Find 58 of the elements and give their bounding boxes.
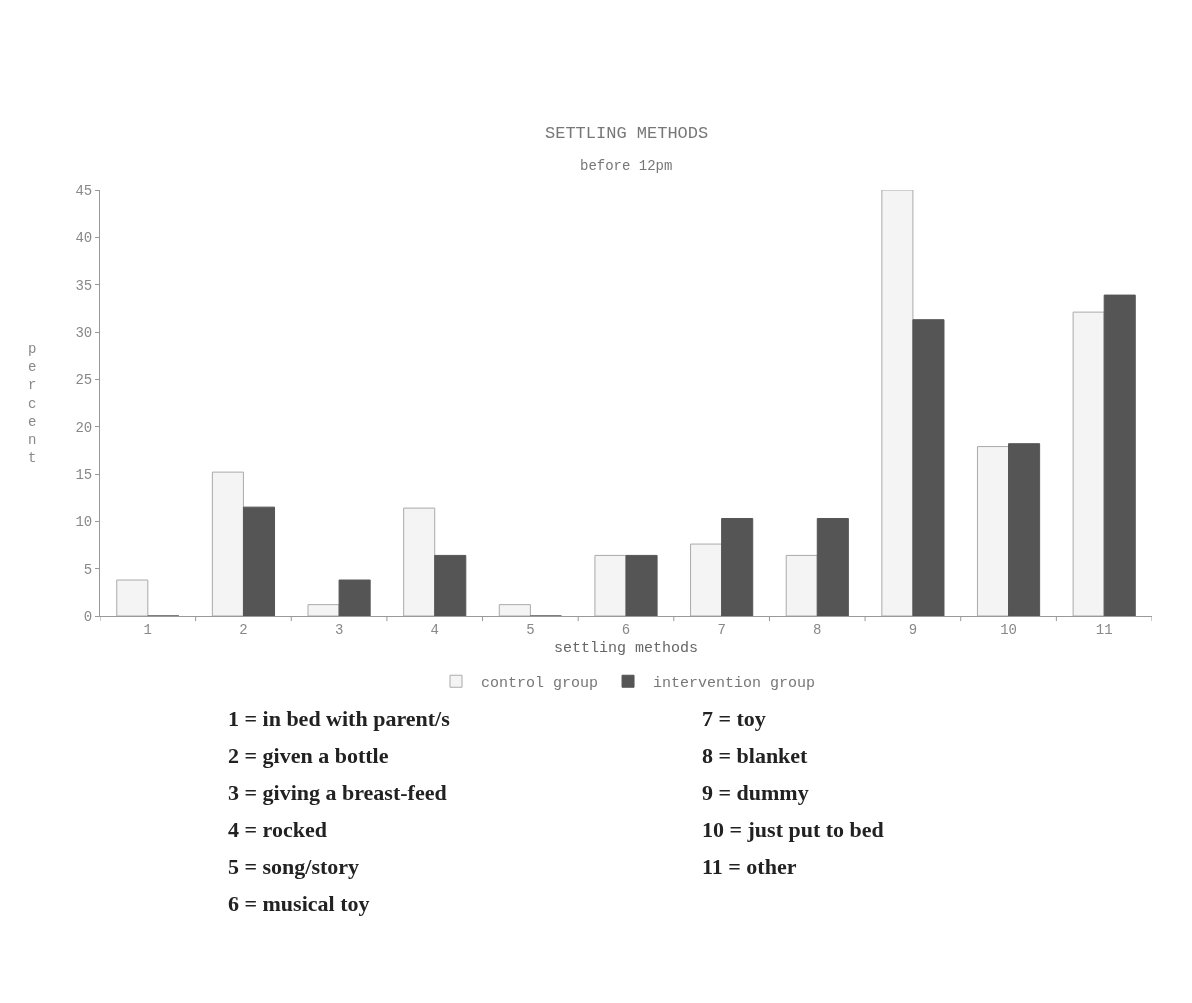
text: 5 = song/story xyxy=(228,854,360,879)
x-tick-label: 7 xyxy=(717,621,726,638)
text: 9 = dummy xyxy=(702,780,809,805)
text: 1 = in bed with parent/s xyxy=(228,706,451,731)
bar xyxy=(816,517,849,616)
bar xyxy=(721,517,754,616)
bar xyxy=(594,554,627,616)
bar xyxy=(912,319,945,616)
bar xyxy=(625,554,658,616)
x-tick-label: 9 xyxy=(908,621,918,638)
bar xyxy=(976,446,1010,616)
bar xyxy=(1103,294,1136,616)
x-tick-label: 1 xyxy=(143,621,153,638)
x-tick-label: 10 xyxy=(1000,621,1017,638)
text: 10 = just put to bed xyxy=(702,817,884,842)
bar xyxy=(338,579,371,616)
bar xyxy=(307,604,340,616)
bar xyxy=(403,507,436,616)
bar xyxy=(434,554,467,616)
text: 6 = musical toy xyxy=(228,891,370,916)
bar xyxy=(498,604,531,616)
y-tick-label: 35 xyxy=(75,277,93,294)
text: 4 = rocked xyxy=(228,817,327,842)
bar xyxy=(242,506,276,616)
x-axis-title: settling methods xyxy=(553,639,699,657)
y-axis-title: percent xyxy=(28,341,37,467)
y-tick-label: 20 xyxy=(75,419,93,436)
text: 11 = other xyxy=(702,854,797,879)
legend-label: control group xyxy=(481,675,599,693)
bar xyxy=(1072,311,1105,616)
bar xyxy=(211,471,244,616)
x-tick-label: 11 xyxy=(1095,621,1113,638)
y-tick-label: 45 xyxy=(75,182,93,199)
y-tick-label: 5 xyxy=(83,561,93,578)
bar xyxy=(1008,443,1041,616)
bar xyxy=(881,190,914,616)
y-tick-label: 30 xyxy=(75,324,93,341)
x-tick-label: 5 xyxy=(526,621,535,638)
text: 8 = blanket xyxy=(702,743,809,768)
y-tick-label: 25 xyxy=(75,372,93,389)
bar xyxy=(785,554,818,616)
chart-title: SETTLING METHODS xyxy=(545,124,709,143)
y-tick-label: 0 xyxy=(83,608,93,625)
y-tick-label: 10 xyxy=(75,514,93,531)
bar xyxy=(116,579,149,616)
x-tick-label: 8 xyxy=(813,621,822,638)
text: 2 = given a bottle xyxy=(228,743,389,768)
legend-label: intervention group xyxy=(653,675,816,693)
x-tick-label: 6 xyxy=(621,621,631,638)
x-tick-label: 4 xyxy=(430,621,439,638)
chart-subtitle: before 12pm xyxy=(580,158,673,174)
x-tick-label: 2 xyxy=(239,621,248,638)
text: 7 = toy xyxy=(702,706,766,731)
bar xyxy=(690,543,723,616)
x-tick-label: 3 xyxy=(334,621,344,638)
text: 3 = giving a breast-feed xyxy=(228,780,447,805)
y-tick-label: 15 xyxy=(75,466,93,483)
y-tick-label: 40 xyxy=(75,230,93,247)
